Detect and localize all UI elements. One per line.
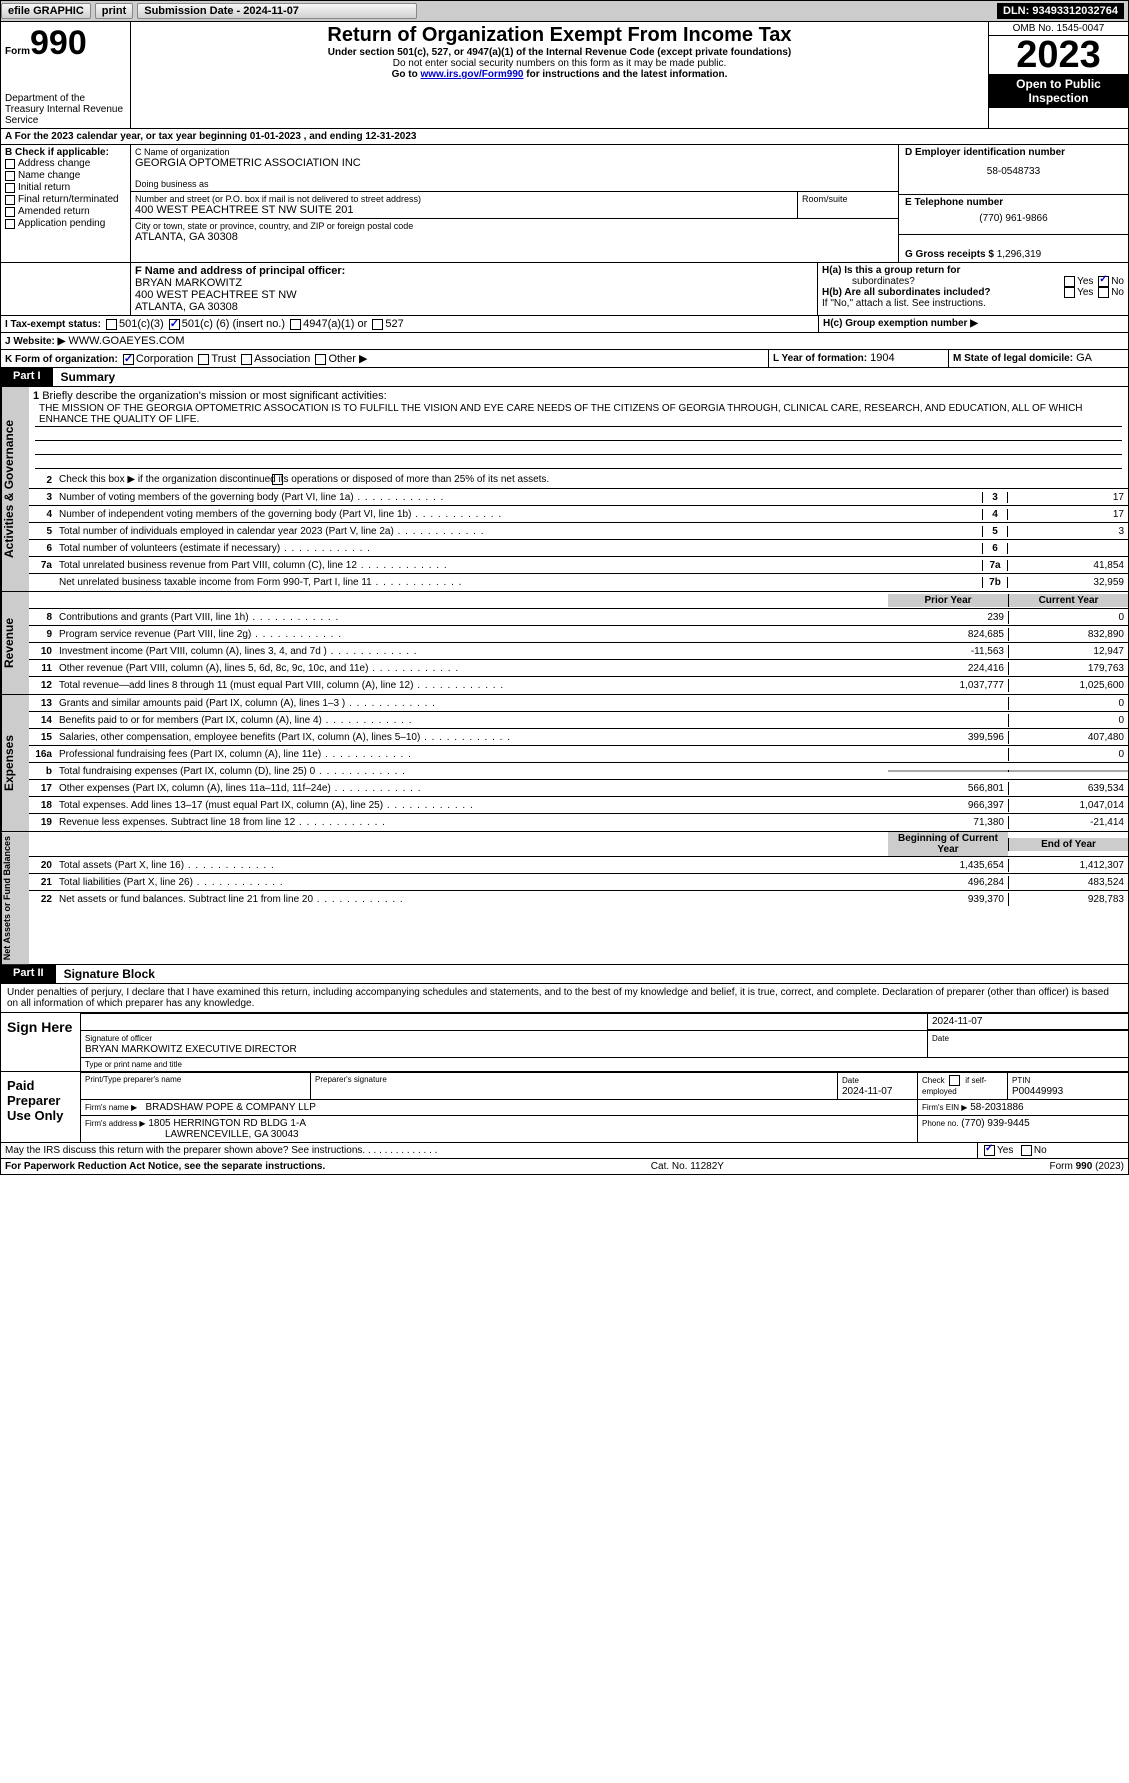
chk-501c[interactable] [169, 319, 180, 330]
irs-link[interactable]: www.irs.gov/Form990 [420, 69, 523, 80]
mission-text: THE MISSION OF THE GEORGIA OPTOMETRIC AS… [35, 402, 1122, 427]
city-label: City or town, state or province, country… [135, 221, 894, 231]
page-footer: For Paperwork Reduction Act Notice, see … [0, 1159, 1129, 1175]
ptin: P00449993 [1012, 1086, 1063, 1097]
hc-label: H(c) Group exemption number ▶ [823, 318, 978, 329]
dept-treasury: Department of the Treasury Internal Reve… [5, 93, 126, 126]
revenue-row: 12Total revenue—add lines 8 through 11 (… [29, 677, 1128, 694]
chk-discontinued[interactable] [272, 474, 283, 485]
declaration-text: Under penalties of perjury, I declare th… [1, 984, 1128, 1012]
org-name: GEORGIA OPTOMETRIC ASSOCIATION INC [135, 157, 894, 169]
part1-header: Part I Summary [0, 368, 1129, 387]
org-name-label: C Name of organization [135, 147, 894, 157]
chk-self-employed[interactable] [949, 1075, 960, 1086]
chk-discuss-no[interactable] [1021, 1145, 1032, 1156]
netasset-row: 20Total assets (Part X, line 16)1,435,65… [29, 857, 1128, 874]
expense-row: 14Benefits paid to or for members (Part … [29, 712, 1128, 729]
chk-final-return[interactable] [5, 195, 15, 205]
expense-row: 19Revenue less expenses. Subtract line 1… [29, 814, 1128, 831]
expense-row: 16aProfessional fundraising fees (Part I… [29, 746, 1128, 763]
vtab-activities: Activities & Governance [1, 387, 29, 591]
subtitle-2: Do not enter social security numbers on … [137, 58, 982, 69]
subtitle-1: Under section 501(c), 527, or 4947(a)(1)… [137, 47, 982, 58]
revenue-row: 10Investment income (Part VIII, column (… [29, 643, 1128, 660]
officer-city: ATLANTA, GA 30308 [135, 301, 238, 313]
officer-label: F Name and address of principal officer: [135, 265, 345, 277]
officer-signature: BRYAN MARKOWITZ EXECUTIVE DIRECTOR [85, 1044, 297, 1055]
efile-label: efile GRAPHIC [1, 3, 91, 19]
tel-value: (770) 961-9866 [905, 213, 1122, 224]
chk-app-pending[interactable] [5, 219, 15, 229]
vtab-expenses: Expenses [1, 695, 29, 831]
officer-name: BRYAN MARKOWITZ [135, 277, 242, 289]
chk-name-change[interactable] [5, 171, 15, 181]
chk-ha-no[interactable] [1098, 276, 1109, 287]
chk-discuss-yes[interactable] [984, 1145, 995, 1156]
expense-row: 13Grants and similar amounts paid (Part … [29, 695, 1128, 712]
tax-year: 2023 [989, 36, 1128, 74]
revenue-row: 9Program service revenue (Part VIII, lin… [29, 626, 1128, 643]
revenue-row: 8Contributions and grants (Part VIII, li… [29, 609, 1128, 626]
ein-value: 58-0548733 [905, 166, 1122, 177]
dba-label: Doing business as [135, 179, 894, 189]
chk-501c3[interactable] [106, 319, 117, 330]
chk-4947[interactable] [290, 319, 301, 330]
chk-corp[interactable] [123, 354, 134, 365]
gross-label: G Gross receipts $ [905, 249, 994, 260]
top-bar: efile GRAPHIC print Submission Date - 20… [0, 0, 1129, 22]
expense-row: 18Total expenses. Add lines 13–17 (must … [29, 797, 1128, 814]
firm-addr-2: LAWRENCEVILLE, GA 30043 [85, 1129, 299, 1140]
line-a: A For the 2023 calendar year, or tax yea… [0, 129, 1129, 145]
firm-addr-1: 1805 HERRINGTON RD BLDG 1-A [148, 1118, 306, 1129]
goto-prefix: Go to [392, 69, 421, 80]
room-label: Room/suite [802, 194, 894, 204]
tel-label: E Telephone number [905, 197, 1122, 208]
firm-ein: 58-2031886 [970, 1102, 1023, 1113]
ein-label: D Employer identification number [905, 147, 1122, 158]
chk-ha-yes[interactable] [1064, 276, 1075, 287]
vtab-netassets: Net Assets or Fund Balances [1, 832, 29, 964]
chk-hb-no[interactable] [1098, 287, 1109, 298]
sign-here-label: Sign Here [1, 1013, 81, 1071]
submission-date: Submission Date - 2024-11-07 [137, 3, 417, 19]
chk-other[interactable] [315, 354, 326, 365]
column-b: B Check if applicable: Address change Na… [1, 145, 131, 262]
chk-hb-yes[interactable] [1064, 287, 1075, 298]
form-title: Return of Organization Exempt From Incom… [137, 24, 982, 47]
netasset-row: 22Net assets or fund balances. Subtract … [29, 891, 1128, 908]
officer-street: 400 WEST PEACHTREE ST NW [135, 289, 297, 301]
firm-name: BRADSHAW POPE & COMPANY LLP [145, 1102, 315, 1113]
column-c: C Name of organization GEORGIA OPTOMETRI… [131, 145, 898, 262]
street-value: 400 WEST PEACHTREE ST NW SUITE 201 [135, 204, 793, 216]
chk-trust[interactable] [198, 354, 209, 365]
form-word: Form [5, 46, 30, 57]
chk-527[interactable] [372, 319, 383, 330]
chk-amended[interactable] [5, 207, 15, 217]
street-label: Number and street (or P.O. box if mail i… [135, 194, 793, 204]
open-public-badge: Open to Public Inspection [989, 74, 1128, 108]
chk-assoc[interactable] [241, 354, 252, 365]
dln-number: DLN: 93493312032764 [997, 3, 1124, 19]
part2-header: Part II Signature Block [0, 965, 1129, 984]
form-number: 990 [30, 24, 87, 63]
print-button[interactable]: print [95, 3, 133, 19]
expense-row: bTotal fundraising expenses (Part IX, co… [29, 763, 1128, 780]
expense-row: 15Salaries, other compensation, employee… [29, 729, 1128, 746]
website: WWW.GOAEYES.COM [68, 335, 184, 347]
goto-suffix: for instructions and the latest informat… [526, 69, 727, 80]
col-b-header: B Check if applicable: [5, 147, 126, 158]
column-d: D Employer identification number 58-0548… [898, 145, 1128, 262]
chk-addr-change[interactable] [5, 159, 15, 169]
expense-row: 17Other expenses (Part IX, column (A), l… [29, 780, 1128, 797]
revenue-row: 11Other revenue (Part VIII, column (A), … [29, 660, 1128, 677]
city-value: ATLANTA, GA 30308 [135, 231, 894, 243]
gross-value: 1,296,319 [997, 249, 1042, 260]
vtab-revenue: Revenue [1, 592, 29, 694]
paid-preparer-label: Paid Preparer Use Only [1, 1072, 81, 1142]
netasset-row: 21Total liabilities (Part X, line 26)496… [29, 874, 1128, 891]
chk-init-return[interactable] [5, 183, 15, 193]
firm-phone: (770) 939-9445 [961, 1118, 1029, 1129]
form-header: Form 990 Department of the Treasury Inte… [0, 22, 1129, 129]
